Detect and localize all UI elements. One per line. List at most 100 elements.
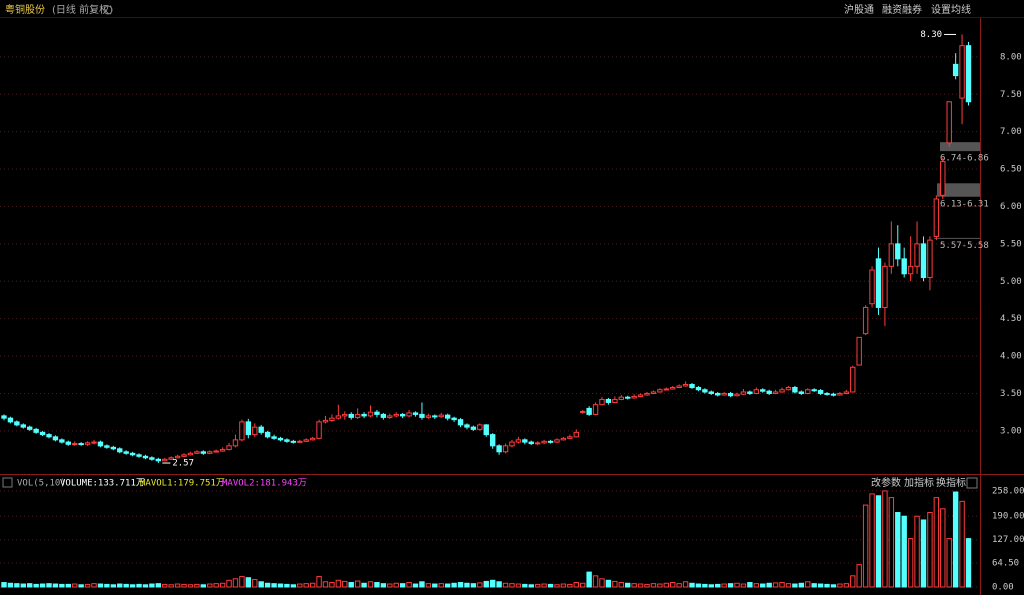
volume-bar bbox=[760, 583, 766, 588]
volume-bar bbox=[650, 583, 657, 588]
candle-body bbox=[91, 441, 97, 444]
volume-bar bbox=[811, 583, 817, 588]
candle-body bbox=[612, 398, 618, 403]
volume-bar bbox=[483, 580, 489, 588]
volume-bar bbox=[97, 583, 104, 588]
volume-bar bbox=[477, 582, 483, 588]
candle-body bbox=[940, 161, 946, 196]
button[interactable]: 换指标 bbox=[936, 476, 966, 489]
volume-bar bbox=[425, 583, 432, 588]
candle-body bbox=[663, 388, 669, 391]
candle-body bbox=[914, 243, 920, 267]
candle-body bbox=[528, 441, 534, 445]
y-tick-label: 6.50 bbox=[1000, 165, 1022, 175]
volume-bar bbox=[682, 581, 689, 588]
volume-bar bbox=[149, 583, 155, 588]
candle-body bbox=[779, 389, 785, 393]
candle-body bbox=[721, 392, 727, 396]
candle-body bbox=[882, 265, 888, 308]
gap-label: 6.74-6.86 bbox=[940, 154, 989, 164]
volume-bar bbox=[959, 500, 965, 588]
volume-bar bbox=[547, 583, 554, 588]
candle-body bbox=[322, 419, 329, 423]
candle-body bbox=[805, 389, 811, 394]
candle-body bbox=[438, 414, 444, 418]
candle-body bbox=[792, 386, 798, 393]
candle-body bbox=[586, 407, 592, 415]
volume-bar bbox=[412, 583, 419, 588]
candle-body bbox=[181, 454, 187, 457]
volume-bar bbox=[342, 580, 348, 588]
settings-icon[interactable] bbox=[103, 5, 113, 15]
volume-bar bbox=[309, 582, 316, 588]
volume-bar bbox=[367, 581, 374, 588]
candle-body bbox=[734, 393, 740, 397]
y-tick-label: 5.50 bbox=[1000, 239, 1022, 249]
volume-bar bbox=[174, 583, 181, 588]
button[interactable]: 加指标 bbox=[904, 476, 934, 489]
candle-body bbox=[702, 389, 708, 393]
candle-body bbox=[477, 424, 483, 430]
volume-bar bbox=[708, 584, 714, 588]
volume-bar bbox=[592, 575, 599, 588]
help-icon[interactable] bbox=[2, 477, 13, 488]
candle-body bbox=[959, 45, 965, 99]
volume-bar bbox=[361, 582, 367, 588]
volume-bar bbox=[882, 490, 888, 588]
y-tick-label: 190.00 bbox=[992, 512, 1024, 522]
candle-body bbox=[129, 452, 136, 456]
volume-bar bbox=[264, 582, 271, 588]
volume-bar bbox=[663, 582, 669, 588]
volume-bar bbox=[117, 583, 123, 588]
candle-body bbox=[84, 442, 91, 445]
candle-body bbox=[740, 391, 747, 395]
volume-bar bbox=[952, 491, 959, 588]
candle-body bbox=[644, 392, 650, 396]
candle-body bbox=[676, 385, 682, 388]
candle-body bbox=[309, 437, 316, 441]
volume-bar bbox=[779, 582, 785, 588]
tab[interactable]: 设置均线 bbox=[931, 3, 971, 16]
volume-bar bbox=[271, 583, 277, 588]
volume-bar bbox=[625, 582, 631, 588]
tab[interactable]: 融资融券 bbox=[882, 3, 922, 16]
candle-body bbox=[348, 413, 354, 418]
candle-body bbox=[104, 445, 110, 448]
volume-bar bbox=[901, 515, 907, 588]
tab[interactable]: 沪股通 bbox=[844, 3, 874, 16]
volume-bar bbox=[451, 582, 457, 588]
gap-box bbox=[937, 183, 980, 197]
candle-body bbox=[399, 413, 406, 417]
candle-body bbox=[811, 389, 817, 392]
volume-bar bbox=[933, 497, 940, 588]
candle-body bbox=[901, 258, 907, 275]
candle-body bbox=[682, 383, 689, 387]
candle-body bbox=[284, 439, 290, 442]
candle-body bbox=[219, 449, 226, 452]
candle-body bbox=[952, 63, 959, 77]
volume-bar bbox=[27, 583, 33, 588]
volume-bar bbox=[721, 583, 727, 588]
candle-body bbox=[753, 389, 760, 394]
volume-bar bbox=[850, 575, 856, 588]
volume-bar bbox=[20, 583, 26, 588]
candle-body bbox=[232, 439, 239, 447]
close-icon[interactable] bbox=[966, 477, 978, 489]
candle-body bbox=[875, 258, 882, 308]
candle-body bbox=[194, 451, 200, 454]
candle-body bbox=[329, 417, 335, 421]
volume-bar bbox=[123, 583, 129, 588]
candle-body bbox=[200, 451, 207, 454]
volume-bar bbox=[670, 582, 676, 588]
candle-body bbox=[393, 413, 399, 417]
volume-bar bbox=[245, 577, 252, 588]
button[interactable]: 改参数 bbox=[871, 476, 901, 489]
volume-bar bbox=[824, 583, 830, 588]
candle-body bbox=[657, 389, 663, 393]
volume-bar bbox=[470, 583, 477, 588]
volume-bar bbox=[843, 583, 850, 588]
candle-body bbox=[625, 396, 631, 399]
candle-body bbox=[824, 392, 830, 395]
volume-bar bbox=[284, 583, 290, 588]
